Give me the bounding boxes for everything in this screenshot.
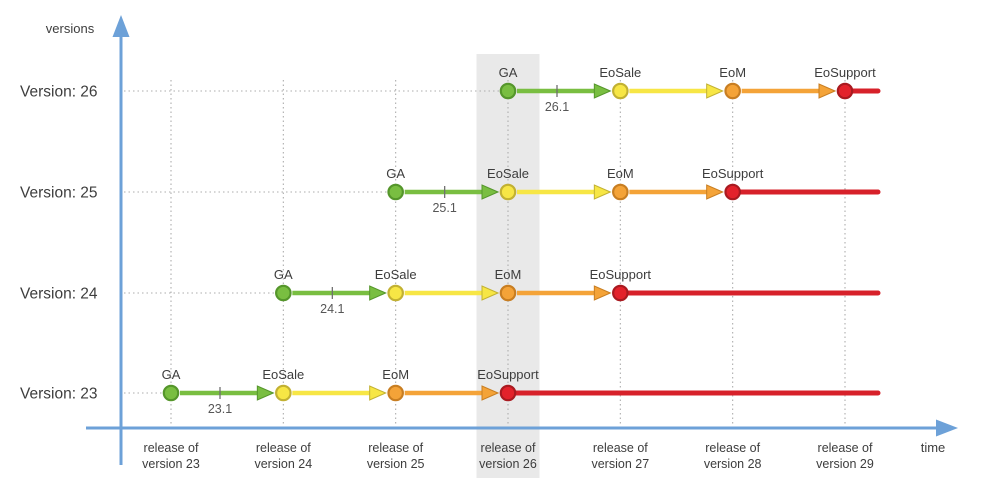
milestone-eosupport (612, 284, 629, 302)
phase-arrowhead-icon (593, 285, 612, 301)
release-label-line2: version 26 (479, 457, 537, 471)
milestone-eom (724, 82, 741, 100)
milestone-eom (387, 384, 404, 402)
version-row-label: Version: 26 (20, 84, 98, 101)
phase-label: EoSale (599, 65, 641, 80)
release-label-line1: release of (705, 441, 760, 455)
phase-arrowhead-icon (369, 285, 387, 301)
version-row-label: Version: 24 (20, 286, 98, 303)
release-label-line1: release of (368, 441, 423, 455)
milestone-ga (162, 384, 180, 402)
y-axis-arrow-icon (112, 15, 130, 37)
phase-label: EoSupport (590, 267, 652, 282)
phase-arrowhead-icon (593, 83, 612, 99)
milestone-ga (275, 284, 292, 302)
release-label-line2: version 27 (591, 457, 649, 471)
release-label-line2: version 29 (816, 457, 874, 471)
release-label-line2: version 24 (254, 457, 312, 471)
milestone-eosale (499, 183, 517, 201)
phase-label: EoSupport (477, 367, 539, 382)
phase-arrowhead-icon (818, 83, 837, 99)
phase-label: EoSale (487, 166, 529, 181)
phase-arrowhead-icon (256, 385, 275, 401)
phase-label: GA (274, 267, 293, 282)
milestone-eosale (387, 284, 404, 302)
phase-label: EoM (607, 166, 634, 181)
x-axis-arrow-icon (936, 419, 958, 437)
release-label-line2: version 25 (367, 457, 425, 471)
phase-label: EoM (719, 65, 746, 80)
version-timeline-row: 23.1 GA EoSale EoM EoSupport (162, 367, 881, 416)
phase-arrowhead-icon (369, 385, 387, 401)
version-row-label: Version: 25 (20, 185, 98, 202)
minor-release-label: 24.1 (320, 302, 344, 316)
milestone-eosale (275, 384, 292, 402)
release-label-line2: version 28 (704, 457, 762, 471)
phase-label: EoSale (375, 267, 417, 282)
release-label-line1: release of (593, 441, 648, 455)
milestone-eosupport (724, 183, 741, 201)
phase-arrowhead-icon (706, 184, 724, 200)
version-timeline-row: 26.1 GA EoSale EoM EoSupport (499, 65, 881, 114)
phase-label: EoM (495, 267, 522, 282)
phase-arrowhead-icon (706, 83, 724, 99)
release-label-line2: version 23 (142, 457, 200, 471)
milestone-ga (387, 183, 404, 201)
phase-label: EoSupport (814, 65, 876, 80)
version-timeline-row: 24.1 GA EoSale EoM EoSupport (274, 267, 881, 316)
phase-arrowhead-icon (481, 385, 500, 401)
release-label-line1: release of (818, 441, 873, 455)
phase-arrowhead-icon (481, 184, 500, 200)
milestone-eosale (612, 82, 629, 100)
minor-release-label: 26.1 (545, 100, 569, 114)
minor-release-label: 25.1 (432, 201, 456, 215)
milestone-eom (612, 183, 629, 201)
labels-layer: Version: 26 Version: 25 Version: 24 Version… (20, 21, 945, 471)
milestone-eom (499, 284, 517, 302)
version-timeline-row: 25.1 GA EoSale EoM EoSupport (386, 166, 881, 215)
milestone-eosupport (499, 384, 517, 402)
phase-label: GA (386, 166, 405, 181)
axes-layer (86, 15, 958, 465)
timeline-rows-layer: 26.1 GA EoSale EoM EoSupport 25.1 GA EoSale EoM E… (162, 65, 881, 416)
phase-arrowhead-icon (481, 285, 500, 301)
minor-release-label: 23.1 (208, 402, 232, 416)
phase-label: EoSale (262, 367, 304, 382)
phase-label: GA (162, 367, 181, 382)
phase-label: EoM (382, 367, 409, 382)
gridline-layer (124, 80, 846, 425)
milestone-eosupport (836, 82, 854, 100)
release-label-line1: release of (481, 441, 536, 455)
y-axis-label: versions (46, 21, 95, 36)
phase-arrowhead-icon (593, 184, 612, 200)
version-row-label: Version: 23 (20, 386, 98, 403)
milestone-ga (499, 82, 517, 100)
phase-label: EoSupport (702, 166, 764, 181)
phase-label: GA (499, 65, 518, 80)
release-label-line1: release of (144, 441, 199, 455)
x-axis-label: time (921, 440, 946, 455)
release-label-line1: release of (256, 441, 311, 455)
